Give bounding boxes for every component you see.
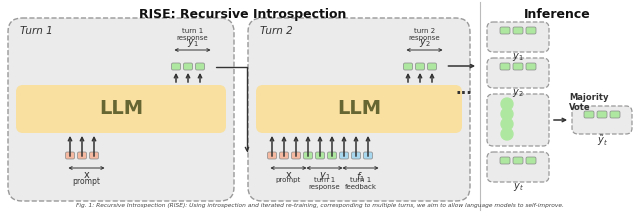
FancyBboxPatch shape bbox=[172, 63, 180, 70]
Circle shape bbox=[501, 118, 513, 130]
Circle shape bbox=[501, 98, 513, 110]
Text: Turn 1: Turn 1 bbox=[20, 26, 52, 36]
Text: Fig. 1: Recursive Introspection (RISE): Using introspection and iterated re-trai: Fig. 1: Recursive Introspection (RISE): … bbox=[76, 203, 564, 208]
FancyBboxPatch shape bbox=[526, 63, 536, 70]
Text: ...: ... bbox=[456, 82, 472, 97]
FancyBboxPatch shape bbox=[428, 63, 436, 70]
FancyBboxPatch shape bbox=[610, 111, 620, 118]
Text: $y_1$: $y_1$ bbox=[512, 51, 524, 63]
FancyBboxPatch shape bbox=[256, 85, 462, 133]
FancyBboxPatch shape bbox=[526, 27, 536, 34]
FancyBboxPatch shape bbox=[303, 152, 312, 159]
Text: $y_2$: $y_2$ bbox=[512, 87, 524, 99]
FancyBboxPatch shape bbox=[487, 94, 549, 146]
FancyBboxPatch shape bbox=[513, 63, 523, 70]
FancyBboxPatch shape bbox=[195, 63, 205, 70]
FancyBboxPatch shape bbox=[8, 18, 234, 201]
FancyBboxPatch shape bbox=[584, 111, 594, 118]
FancyBboxPatch shape bbox=[364, 152, 372, 159]
Text: $y_2$: $y_2$ bbox=[419, 37, 430, 49]
FancyBboxPatch shape bbox=[597, 111, 607, 118]
Text: prompt: prompt bbox=[72, 177, 100, 186]
Text: $f_1$: $f_1$ bbox=[356, 170, 365, 184]
Circle shape bbox=[501, 108, 513, 120]
Text: Turn 2: Turn 2 bbox=[260, 26, 292, 36]
FancyBboxPatch shape bbox=[77, 152, 86, 159]
Text: x: x bbox=[84, 170, 90, 180]
FancyBboxPatch shape bbox=[500, 157, 510, 164]
Text: RISE: Recursive Introspection: RISE: Recursive Introspection bbox=[140, 8, 347, 21]
FancyBboxPatch shape bbox=[248, 18, 470, 201]
FancyBboxPatch shape bbox=[339, 152, 349, 159]
FancyBboxPatch shape bbox=[328, 152, 337, 159]
FancyBboxPatch shape bbox=[184, 63, 193, 70]
Text: turn 1
response: turn 1 response bbox=[177, 28, 208, 41]
FancyBboxPatch shape bbox=[500, 63, 510, 70]
Text: x: x bbox=[285, 170, 291, 180]
FancyBboxPatch shape bbox=[351, 152, 360, 159]
Text: LLM: LLM bbox=[337, 100, 381, 118]
FancyBboxPatch shape bbox=[487, 58, 549, 88]
FancyBboxPatch shape bbox=[572, 106, 632, 134]
Text: turn 2
response: turn 2 response bbox=[409, 28, 440, 41]
FancyBboxPatch shape bbox=[403, 63, 413, 70]
Text: $y_1$: $y_1$ bbox=[187, 37, 198, 49]
FancyBboxPatch shape bbox=[268, 152, 276, 159]
FancyBboxPatch shape bbox=[513, 157, 523, 164]
Text: turn 1
response: turn 1 response bbox=[308, 177, 340, 190]
FancyBboxPatch shape bbox=[487, 22, 549, 52]
FancyBboxPatch shape bbox=[316, 152, 324, 159]
Text: $y_t$: $y_t$ bbox=[513, 181, 524, 193]
FancyBboxPatch shape bbox=[65, 152, 74, 159]
Text: $y_1$: $y_1$ bbox=[319, 170, 330, 182]
FancyBboxPatch shape bbox=[526, 157, 536, 164]
FancyBboxPatch shape bbox=[487, 152, 549, 182]
FancyBboxPatch shape bbox=[415, 63, 424, 70]
Text: prompt: prompt bbox=[276, 177, 301, 183]
Text: Majority
Vote: Majority Vote bbox=[569, 93, 609, 112]
FancyBboxPatch shape bbox=[513, 27, 523, 34]
Text: $\tilde{y}_t$: $\tilde{y}_t$ bbox=[596, 133, 607, 148]
Circle shape bbox=[501, 128, 513, 140]
FancyBboxPatch shape bbox=[500, 27, 510, 34]
FancyBboxPatch shape bbox=[16, 85, 226, 133]
Text: LLM: LLM bbox=[99, 100, 143, 118]
Text: Inference: Inference bbox=[524, 8, 590, 21]
FancyBboxPatch shape bbox=[291, 152, 301, 159]
Text: turn 1
feedback: turn 1 feedback bbox=[344, 177, 376, 190]
FancyBboxPatch shape bbox=[280, 152, 289, 159]
FancyBboxPatch shape bbox=[90, 152, 99, 159]
